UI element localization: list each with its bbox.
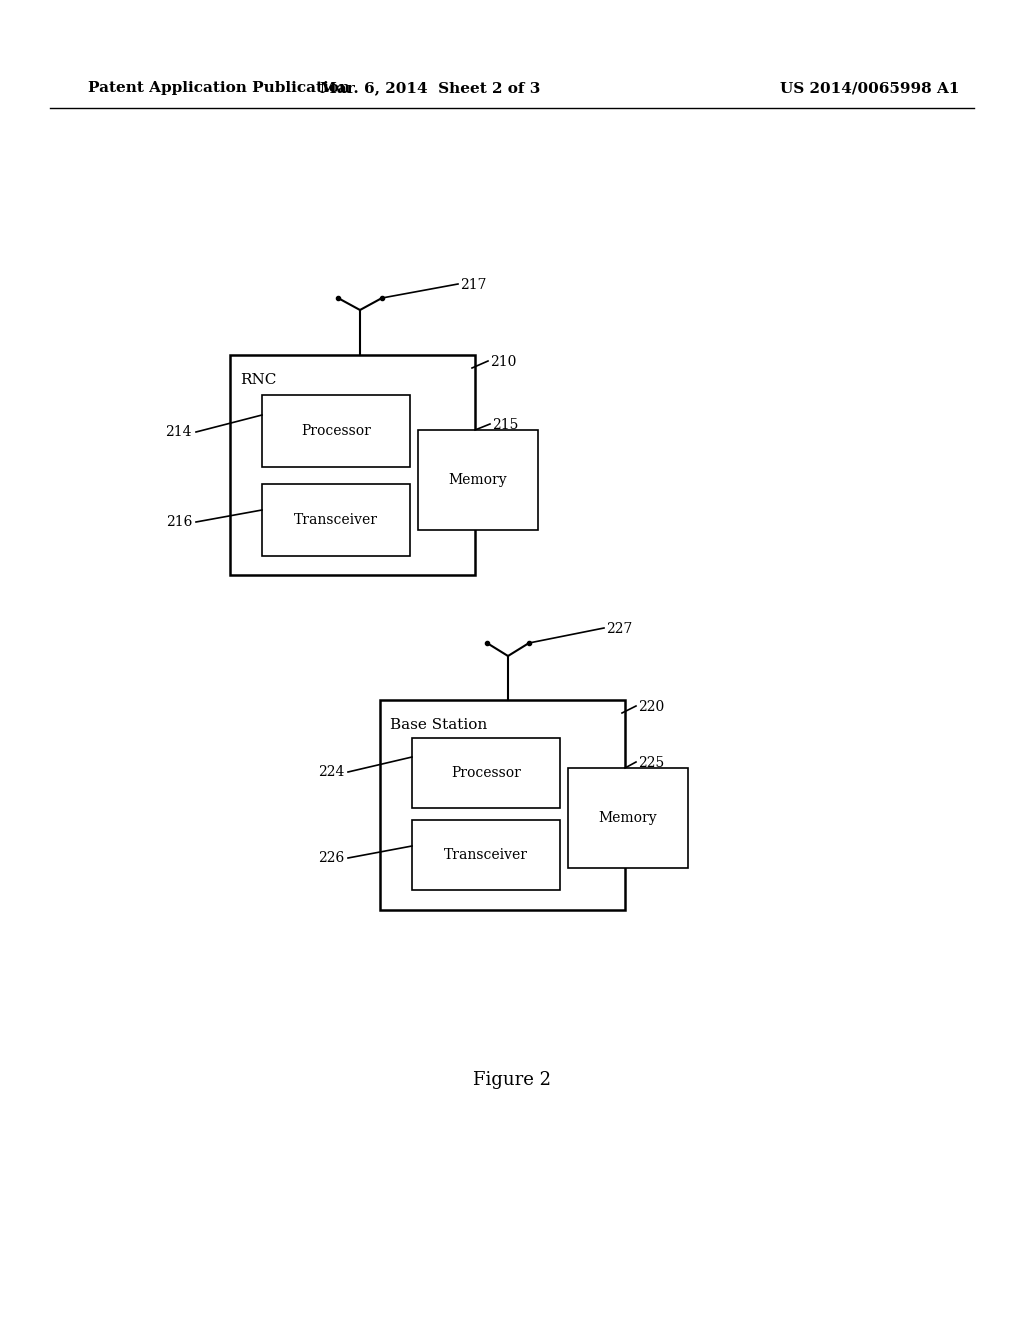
Text: 215: 215 [492,418,518,432]
Text: Processor: Processor [301,424,371,438]
Text: Transceiver: Transceiver [444,847,528,862]
Text: Base Station: Base Station [390,718,487,733]
Text: 214: 214 [166,425,193,440]
Text: 224: 224 [317,766,344,779]
Text: Figure 2: Figure 2 [473,1071,551,1089]
Text: Memory: Memory [599,810,657,825]
Text: 225: 225 [638,756,665,770]
Bar [418,430,538,531]
Text: US 2014/0065998 A1: US 2014/0065998 A1 [780,81,959,95]
Text: 216: 216 [166,515,193,529]
Text: Mar. 6, 2014  Sheet 2 of 3: Mar. 6, 2014 Sheet 2 of 3 [319,81,541,95]
Text: Processor: Processor [451,766,521,780]
Bar [262,395,410,467]
Bar [262,484,410,556]
Text: 217: 217 [460,279,486,292]
Bar [230,355,475,576]
Text: RNC: RNC [240,374,276,387]
Text: 226: 226 [317,851,344,865]
Text: 210: 210 [490,355,516,370]
Text: Memory: Memory [449,473,507,487]
Text: Transceiver: Transceiver [294,513,378,527]
Text: 220: 220 [638,700,665,714]
Bar [412,738,560,808]
Text: Patent Application Publication: Patent Application Publication [88,81,350,95]
Bar [412,820,560,890]
Text: 227: 227 [606,622,633,636]
Bar [380,700,625,909]
Bar [568,768,688,869]
